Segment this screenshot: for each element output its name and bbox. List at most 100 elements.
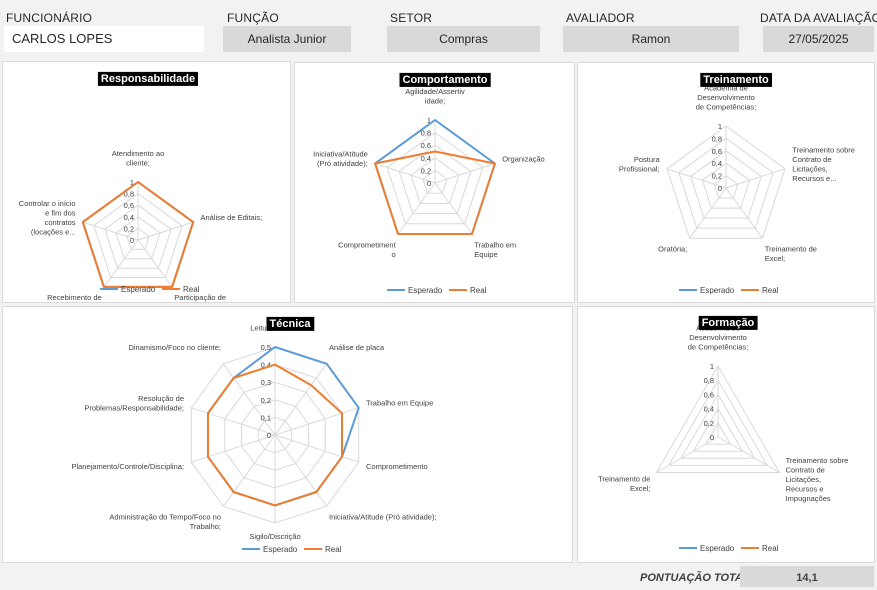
treinamento-radar-svg: 0 0,2 0,4 0,6 0,8 1 Academia de Desenvolvimento… — [619, 72, 855, 295]
axis-label: Sigilo/Discrição — [249, 532, 300, 541]
series-real-line — [81, 181, 195, 288]
tick-label: 1 — [710, 362, 714, 371]
chart-title: Responsabilidade — [101, 73, 195, 85]
axis-label: Recebimento decontratos, assinare enviar… — [42, 293, 102, 304]
avaliador-field[interactable]: Ramon — [563, 26, 739, 52]
grid-spoke — [656, 436, 719, 473]
legend-real-label: Real — [762, 286, 779, 295]
tick-label: 0,2 — [421, 166, 431, 175]
responsabilidade-chart: 0 0,2 0,4 0,6 0,8 1 Atendimento ao cliente; Anál… — [2, 61, 291, 304]
grid-ring — [115, 216, 161, 260]
grid-spoke — [274, 407, 359, 436]
grid-ring — [126, 227, 150, 250]
tick-label: 0,4 — [124, 213, 134, 222]
chart-title: Treinamento — [703, 74, 769, 86]
grid-spoke — [434, 182, 473, 235]
grid-ring — [667, 379, 769, 466]
legend-esperado-label: Esperado — [700, 286, 735, 295]
axis-label: Atendimento ao cliente; — [112, 149, 165, 168]
funcao-field[interactable]: Analista Junior — [223, 26, 351, 52]
axis-label: Trabalho em Equipe — [474, 240, 516, 258]
grid-ring — [692, 407, 744, 452]
tick-label: 0,4 — [421, 154, 431, 163]
series-esperado-line — [207, 346, 360, 507]
grid-spoke — [274, 434, 359, 463]
grid-spoke — [689, 187, 727, 239]
grid-ring — [713, 174, 739, 199]
setor-label: SETOR — [390, 11, 433, 25]
tick-label: 0 — [267, 431, 271, 440]
grid-spoke — [137, 221, 194, 241]
tick-label: 0,1 — [261, 413, 271, 422]
pontuacao-total-label: PONTUAÇÃO TOTAL — [640, 572, 750, 584]
series-real-line — [207, 363, 343, 507]
grid-spoke — [717, 436, 780, 473]
grid-spoke — [666, 168, 727, 189]
chart-title: Técnica — [270, 318, 312, 330]
treinamento-chart: 0 0,2 0,4 0,6 0,8 1 Academia de Desenvolvimento… — [577, 62, 875, 303]
tick-label: 0 — [130, 236, 134, 245]
tick-label: 0,8 — [712, 134, 722, 143]
responsabilidade-radar-svg: 0 0,2 0,4 0,6 0,8 1 Atendimento ao cliente; Anál… — [19, 71, 263, 304]
tick-label: 0,6 — [124, 201, 134, 210]
axis-label: Análise de placa — [329, 343, 385, 352]
tick-label: 0 — [427, 179, 431, 188]
legend-esperado-label: Esperado — [408, 286, 443, 295]
tick-label: 0,6 — [704, 390, 714, 399]
axis-label: Postura Profissional; — [619, 155, 661, 174]
axis-label: Treinamento sobre Contrato de Licitações, R… — [792, 146, 855, 184]
tick-label: 0,6 — [712, 147, 722, 156]
chart-title: Formação — [702, 317, 755, 329]
axis-label: Administração do Tempo/Foco no Trabalho; — [109, 513, 221, 532]
axis-label: Oratória; — [658, 245, 687, 254]
data-avaliacao-field[interactable]: 27/05/2025 — [763, 26, 874, 52]
tick-label: 1 — [427, 116, 431, 125]
axis-label: Participação delicitações PE, PP; — [174, 293, 233, 304]
grid-ring — [680, 393, 756, 459]
axis-label: Análise de Editais; — [201, 213, 263, 222]
grid-ring — [93, 192, 183, 278]
chart-title-bg — [399, 72, 491, 87]
axis-label: Dinamismo/Foco no cliente; — [128, 343, 221, 352]
tick-label: 1 — [718, 122, 722, 131]
grid-ring — [422, 169, 448, 194]
axis-label: Agilidade/Assertiv idade; — [405, 87, 465, 106]
grid-ring — [398, 144, 472, 215]
tick-label: 0,5 — [261, 343, 271, 352]
grid-spoke — [222, 363, 276, 436]
grid-spoke — [274, 434, 328, 507]
axis-label: Planejamento/Controle/Disciplina; — [71, 462, 184, 471]
comportamento-chart: 0 0,2 0,4 0,6 0,8 1 Agilidade/Assertiv idade; Or… — [294, 62, 575, 303]
grid-spoke — [191, 434, 276, 463]
axis-label: Iniciativa/Atitude (Pró atividade); — [329, 513, 437, 522]
tick-label: 0,3 — [261, 378, 271, 387]
axis-label: Treinamento de Excel; — [598, 475, 650, 494]
axis-label: Treinamento sobre Contrato de Licitações, R… — [786, 456, 849, 503]
setor-field[interactable]: Compras — [387, 26, 540, 52]
funcionario-label: FUNCIONÁRIO — [6, 11, 93, 25]
funcao-label: FUNÇÃO — [227, 11, 279, 25]
chart-title-bg — [698, 315, 758, 330]
legend-esperado-label: Esperado — [700, 544, 735, 553]
tick-label: 0 — [718, 184, 722, 193]
axis-label: Treinamento de Excel; — [765, 245, 817, 264]
grid-ring — [386, 131, 484, 225]
tick-label: 0,2 — [124, 224, 134, 233]
grid-ring — [666, 125, 786, 239]
legend-real-label: Real — [325, 545, 342, 554]
grid-ring — [690, 150, 762, 219]
tick-label: 0,8 — [704, 376, 714, 385]
tick-label: 0,2 — [704, 419, 714, 428]
grid-spoke — [434, 163, 496, 184]
legend-real-label: Real — [762, 544, 779, 553]
funcionario-field[interactable]: CARLOS LOPES — [4, 26, 204, 52]
grid-ring — [704, 421, 732, 445]
grid-spoke — [274, 363, 328, 436]
grid-spoke — [137, 239, 173, 288]
legend-real-label: Real — [470, 286, 487, 295]
series-real-line — [374, 150, 496, 235]
